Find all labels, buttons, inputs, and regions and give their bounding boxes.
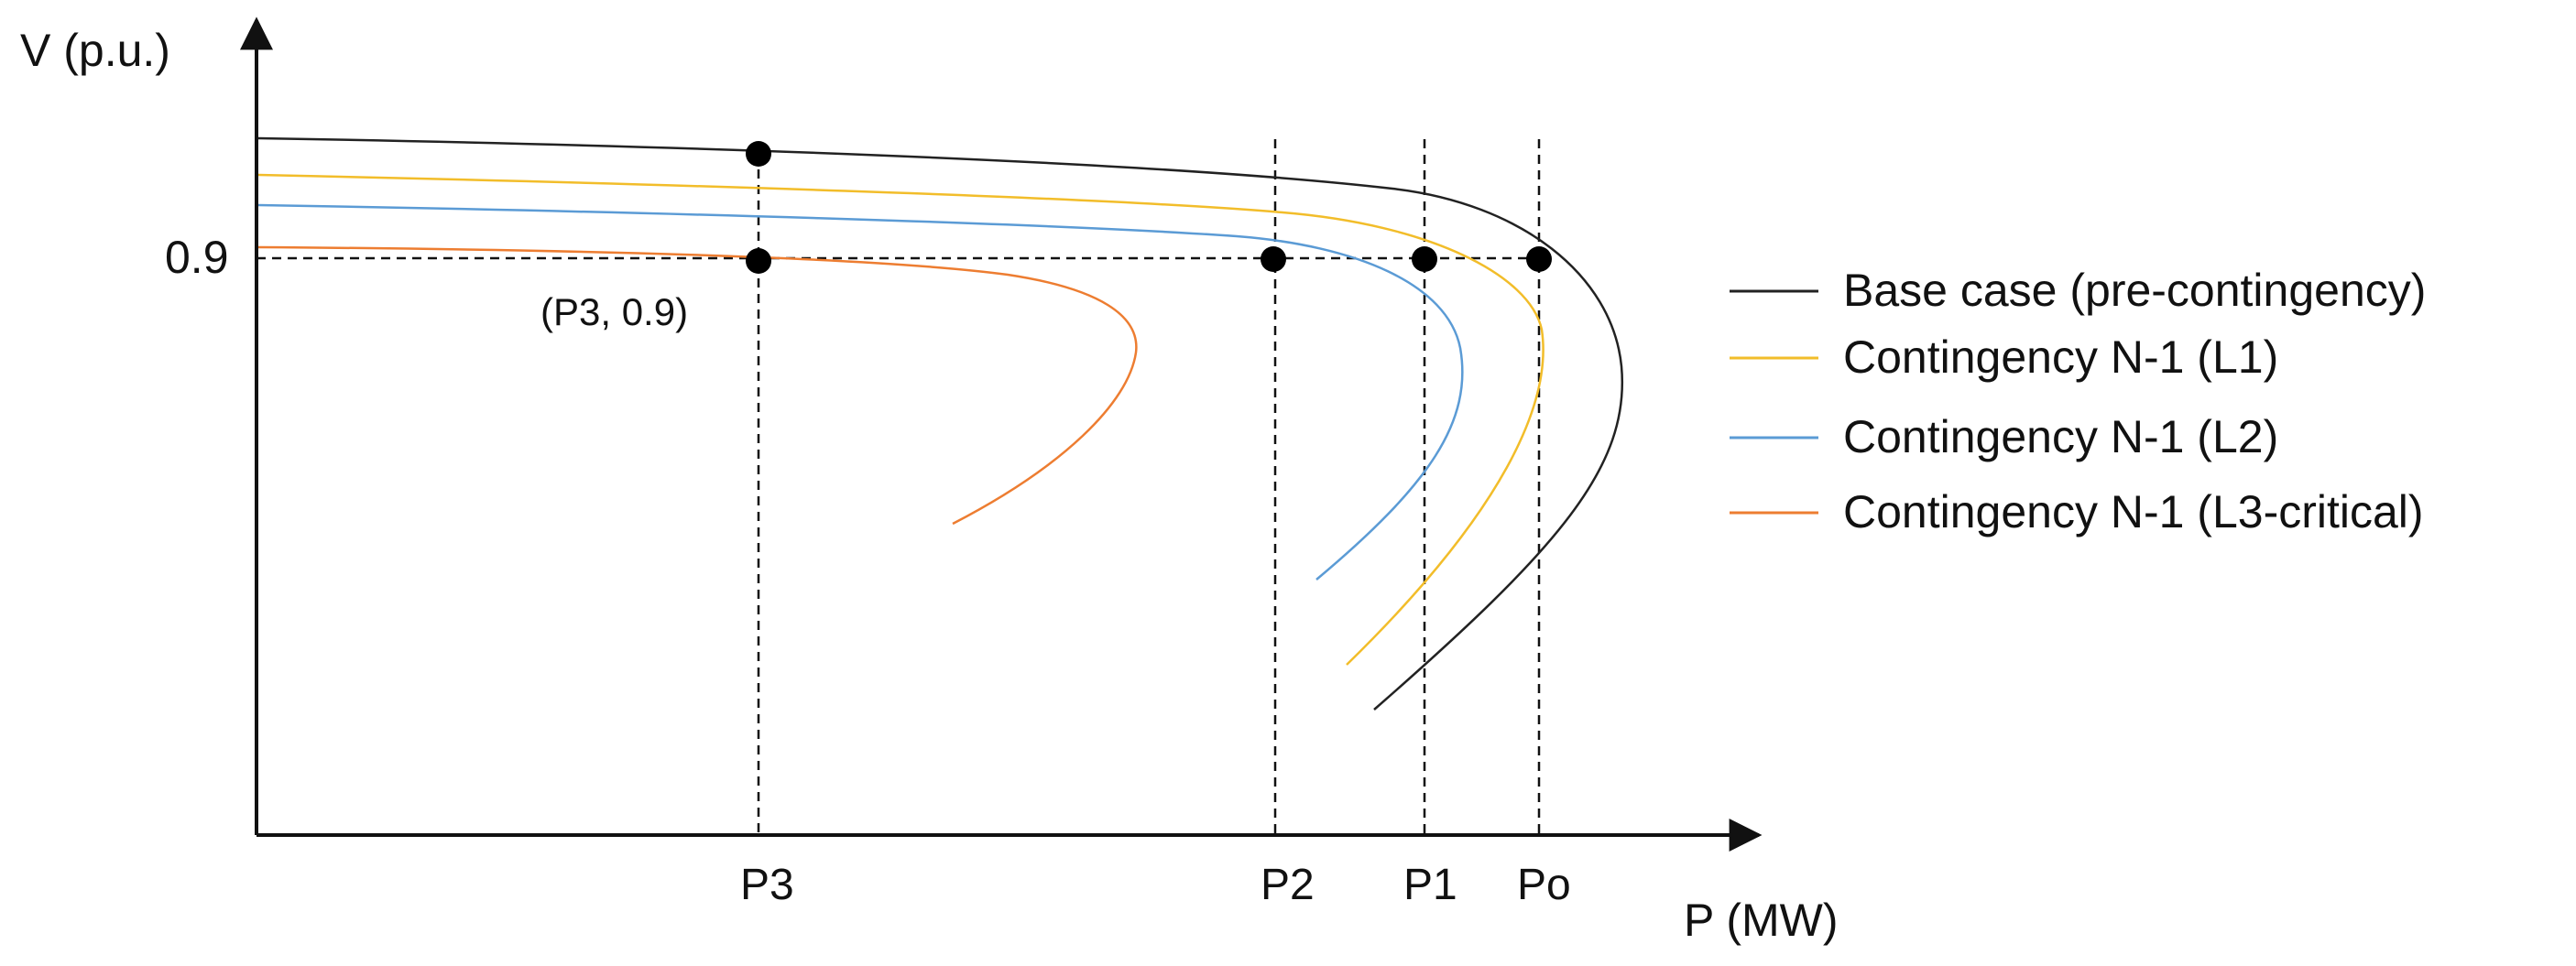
- point-annotation: (P3, 0.9): [540, 290, 688, 333]
- y-tick-label: 0.9: [165, 232, 229, 283]
- contingency-l1-curve: [257, 173, 1545, 666]
- y-axis-label: V (p.u.): [20, 25, 170, 76]
- x-tick-label-po: Po: [1517, 861, 1571, 909]
- marker-p3-base: [746, 141, 771, 167]
- marker-p1-0.9: [1412, 246, 1437, 272]
- x-tick-label-p1: P1: [1403, 861, 1457, 909]
- marker-p3-0.9: [746, 248, 771, 274]
- x-tick-label-p2: P2: [1261, 861, 1315, 909]
- legend-label-l3: Contingency N-1 (L3-critical): [1843, 486, 2424, 537]
- marker-p2-0.9: [1261, 246, 1286, 272]
- x-axis-label: P (MW): [1684, 895, 1838, 946]
- contingency-l3-curve: [257, 245, 1138, 526]
- legend: Base case (pre-contingency) Contingency …: [1730, 265, 2426, 537]
- legend-label-l1: Contingency N-1 (L1): [1843, 331, 2278, 383]
- legend-label-l2: Contingency N-1 (L2): [1843, 411, 2278, 462]
- contingency-l2-curve: [257, 203, 1464, 581]
- base-case-curve: [257, 136, 1624, 711]
- x-tick-label-p3: P3: [740, 861, 794, 909]
- marker-po-0.9: [1526, 246, 1552, 272]
- legend-label-base: Base case (pre-contingency): [1843, 265, 2426, 316]
